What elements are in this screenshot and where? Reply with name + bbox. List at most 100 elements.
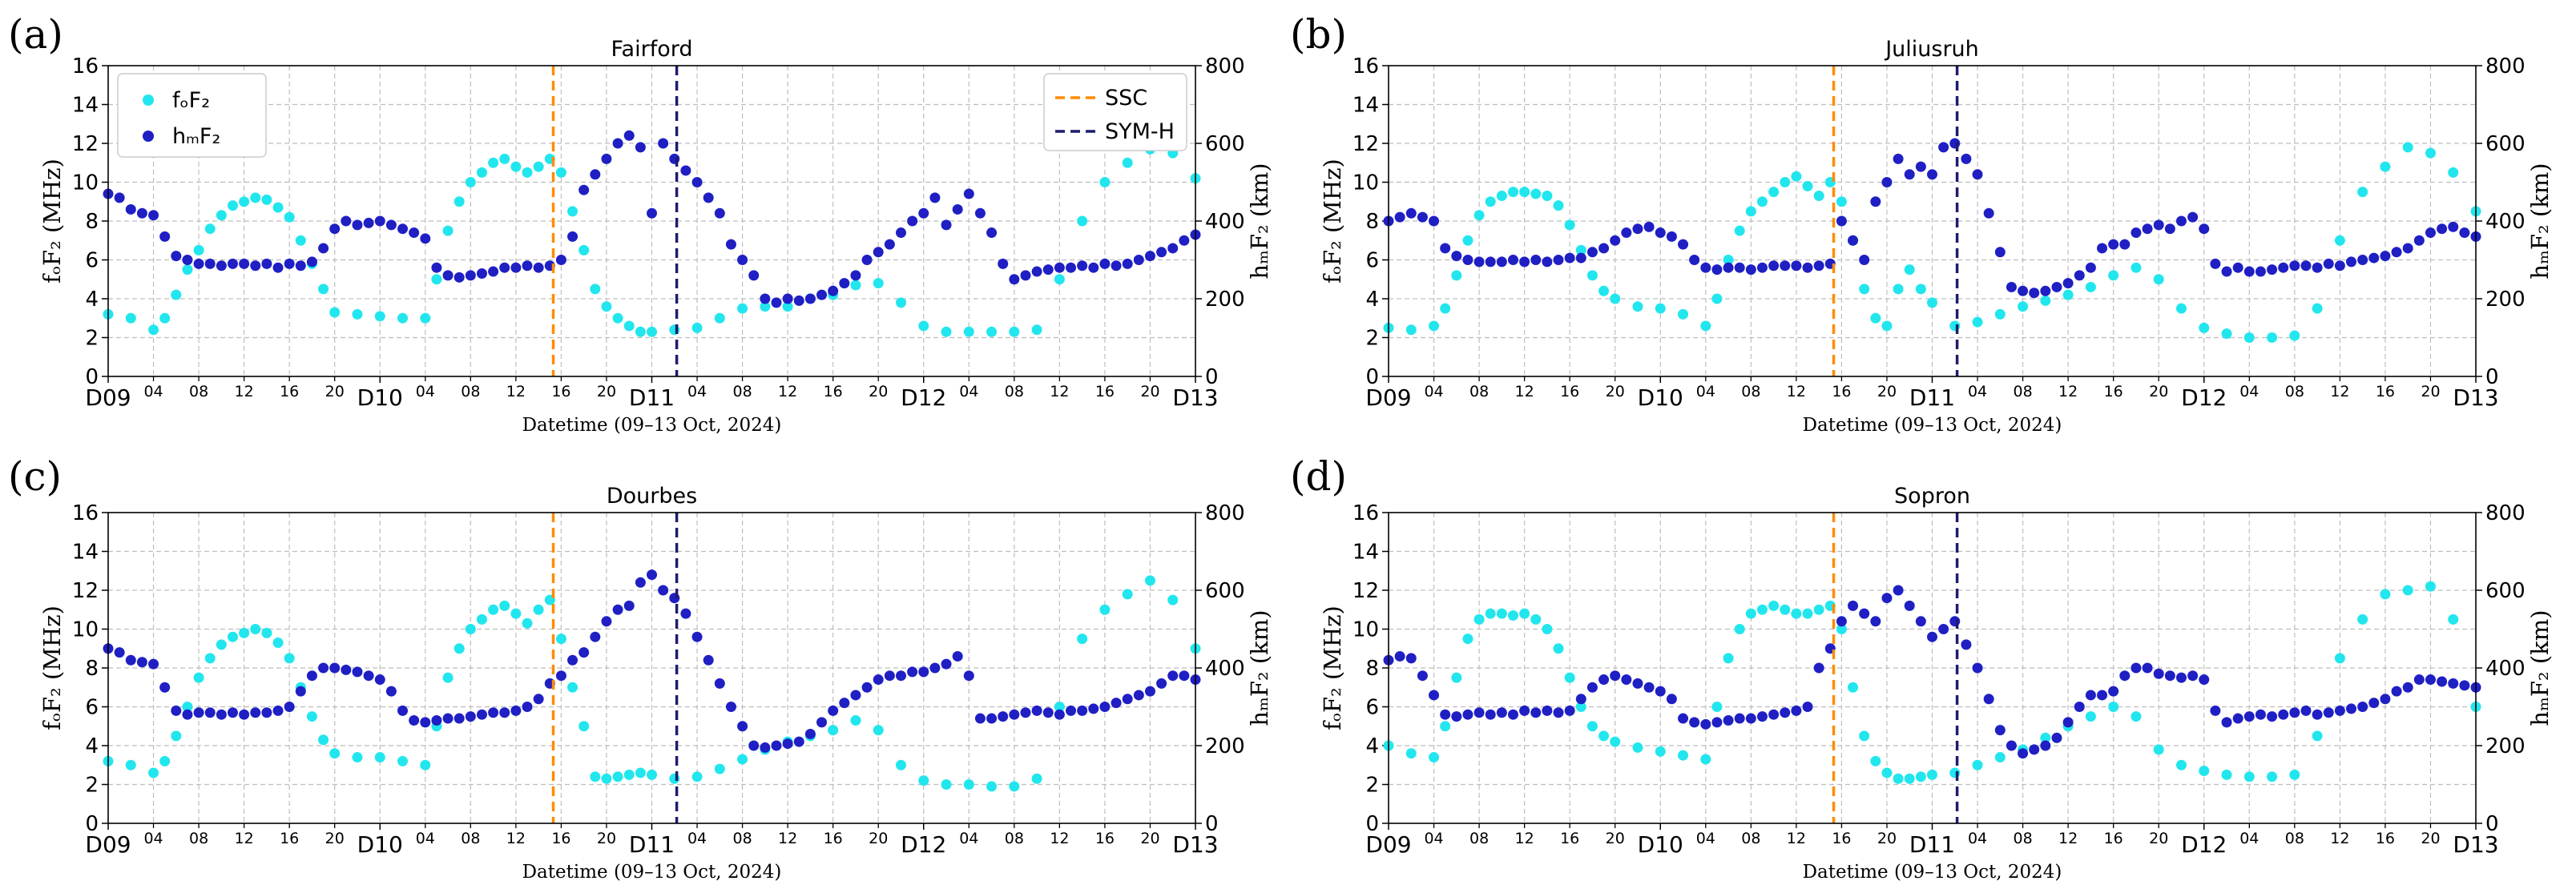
panel-dourbes: (c) Dourbes 0 2 4 6 8 10 12 14 16 0 200 400 600 800 D09 0…: [8, 453, 1273, 883]
hmf2-point: [261, 258, 272, 269]
hmf2-point: [385, 686, 397, 697]
fof2-point: [2040, 732, 2051, 743]
hmf2-point: [567, 654, 578, 666]
hmf2-point: [465, 711, 476, 722]
fof2-point: [2425, 581, 2436, 592]
fof2-point: [578, 721, 590, 732]
x-hour-tick-label: 12: [2058, 830, 2078, 847]
fof2-point: [1462, 634, 1473, 645]
hmf2-point: [1859, 608, 1870, 619]
fof2-point: [1451, 270, 1462, 281]
hmf2-point: [1009, 709, 1020, 720]
x-hour-tick-label: 16: [1560, 830, 1579, 847]
fof2-point: [1542, 190, 1553, 201]
fof2-point: [272, 202, 284, 213]
y-right-tick-label: 600: [2485, 132, 2526, 156]
hmf2-point: [1610, 235, 1621, 246]
hmf2-point: [159, 682, 171, 693]
y-right-tick-label: 600: [2485, 579, 2526, 603]
fof2-point: [148, 767, 159, 778]
hmf2-point: [1099, 702, 1111, 712]
fof2-point: [1530, 188, 1542, 199]
x-day-tick-label: D13: [1172, 384, 1218, 411]
x-day-tick-label: D12: [901, 384, 946, 411]
fof2-point: [2357, 187, 2368, 198]
hmf2-point: [1088, 262, 1099, 273]
y-left-tick-label: 0: [1365, 812, 1379, 836]
fof2-point: [397, 755, 409, 766]
fof2-point: [1915, 284, 1926, 295]
hmf2-point: [635, 577, 646, 588]
hmf2-point: [306, 670, 317, 682]
x-hour-tick-label: 04: [1696, 383, 1715, 400]
hmf2-point: [2300, 260, 2312, 272]
fof2-point: [612, 771, 623, 782]
plot-frame: [107, 512, 1196, 824]
fof2-point: [1632, 301, 1643, 312]
hmf2-point: [2164, 670, 2175, 682]
x-hour-tick-label: 04: [1968, 830, 1987, 847]
x-hour-tick-label: 08: [461, 830, 480, 847]
fof2-point: [510, 608, 522, 619]
fof2-point: [850, 280, 861, 291]
x-hour-tick-label: 04: [687, 383, 707, 400]
fof2-point: [1836, 624, 1847, 634]
fof2-point: [1031, 773, 1042, 784]
y-left-tick-label: 8: [85, 210, 99, 234]
hmf2-point: [873, 674, 884, 686]
hmf2-point: [555, 255, 566, 265]
y-left-tick-label: 4: [85, 734, 99, 758]
hmf2-point: [2187, 670, 2199, 682]
hmf2-point: [793, 736, 804, 747]
fof2-point: [488, 157, 499, 168]
x-hour-tick-label: 12: [1787, 383, 1806, 400]
x-hour-tick-label: 16: [824, 383, 843, 400]
hmf2-point: [861, 255, 873, 265]
hmf2-point: [284, 702, 295, 712]
hmf2-point: [171, 705, 182, 716]
x-hour-tick-label: 12: [2330, 383, 2349, 400]
hmf2-point: [828, 705, 839, 716]
hmf2-point: [2300, 705, 2312, 716]
x-hour-tick-label: 12: [2058, 383, 2078, 400]
fof2-point: [2289, 330, 2300, 341]
hmf2-point: [974, 713, 986, 724]
hmf2-point: [590, 631, 601, 642]
hmf2-point: [1983, 694, 1994, 705]
fof2-point: [216, 210, 227, 221]
x-hour-tick-label: 12: [778, 830, 797, 847]
y-right-tick-label: 200: [1205, 288, 1245, 312]
fof2-point: [647, 326, 657, 337]
hmf2-point: [1961, 153, 1972, 164]
fof2-point: [522, 167, 533, 178]
x-hour-tick-label: 08: [2285, 830, 2304, 847]
hmf2-point: [193, 258, 204, 269]
x-hour-tick-label: 16: [2104, 830, 2123, 847]
y-left-tick-label: 14: [1353, 94, 1379, 118]
fof2-point: [1655, 303, 1666, 314]
hmf2-point: [1678, 239, 1689, 250]
panel-label: (d): [1290, 453, 1347, 500]
x-hour-tick-label: 16: [1095, 830, 1115, 847]
fof2-point: [963, 326, 974, 337]
x-hour-tick-label: 04: [959, 830, 978, 847]
hmf2-point: [1768, 260, 1780, 272]
hmf2-point: [1031, 266, 1042, 277]
hmf2-point: [454, 713, 465, 724]
fof2-point: [2267, 332, 2278, 343]
hmf2-point: [522, 702, 533, 712]
fof2-point: [420, 312, 431, 324]
hmf2-point: [533, 694, 544, 705]
hmf2-point: [623, 600, 635, 611]
hmf2-point: [1598, 243, 1610, 254]
hmf2-point: [2334, 260, 2345, 272]
hmf2-point: [1972, 169, 1983, 180]
hmf2-point: [714, 207, 725, 219]
hmf2-point: [2051, 281, 2062, 292]
x-hour-tick-label: 16: [280, 830, 299, 847]
fof2-point: [1009, 326, 1020, 337]
x-hour-tick-label: 04: [959, 383, 978, 400]
hmf2-point: [1938, 142, 1949, 153]
hmf2-point: [2334, 705, 2345, 716]
hmf2-point: [1496, 256, 1507, 268]
